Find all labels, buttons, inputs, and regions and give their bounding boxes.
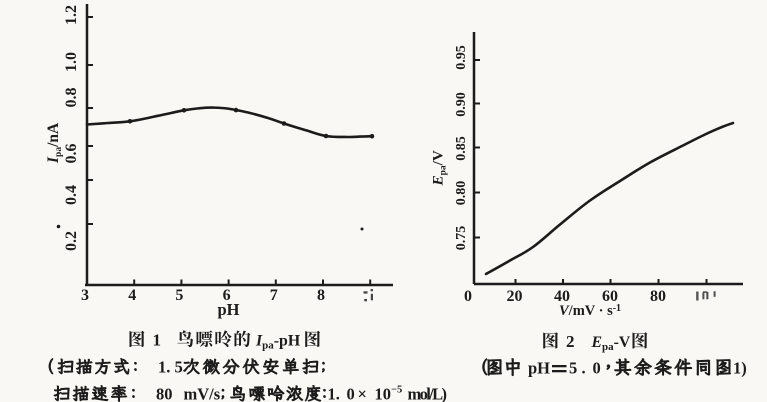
svg-text:0: 0 — [347, 385, 355, 402]
svg-text:2: 2 — [566, 332, 575, 351]
svg-text:5: 5 — [569, 359, 577, 378]
svg-text:80: 80 — [156, 385, 173, 402]
svg-text:1): 1) — [733, 359, 747, 378]
svg-text:Epa/V: Epa/V — [430, 150, 449, 186]
svg-text:40: 40 — [554, 288, 570, 305]
svg-text:1.: 1. — [328, 385, 340, 402]
svg-text:0.4: 0.4 — [63, 185, 80, 205]
svg-text:5: 5 — [175, 287, 183, 304]
svg-text:1.2: 1.2 — [63, 5, 80, 25]
svg-text:pH: pH — [217, 300, 239, 319]
svg-text:0.75: 0.75 — [454, 226, 469, 251]
svg-text:8: 8 — [317, 287, 325, 304]
svg-text:0.85: 0.85 — [454, 136, 469, 161]
svg-text:Epa-V: Epa-V — [591, 334, 631, 353]
svg-text:1. 5: 1. 5 — [158, 358, 183, 377]
svg-text:Ipa-pH: Ipa-pH — [255, 333, 301, 352]
svg-text:0.95: 0.95 — [454, 45, 469, 70]
svg-text:80: 80 — [650, 288, 666, 305]
svg-text:×: × — [358, 385, 367, 402]
svg-text:20: 20 — [507, 288, 523, 305]
svg-text:0: 0 — [464, 288, 472, 305]
svg-text:pH: pH — [528, 359, 550, 378]
svg-text:10: 10 — [375, 385, 392, 402]
svg-text:3: 3 — [81, 287, 89, 304]
svg-text:mV/s: mV/s — [184, 385, 221, 402]
svg-text:mol/L): mol/L) — [408, 385, 448, 402]
svg-text:0.80: 0.80 — [454, 181, 469, 206]
svg-text:4: 4 — [128, 287, 136, 304]
svg-text:.: . — [582, 359, 586, 378]
svg-text:Ipa/nA: Ipa/nA — [45, 122, 64, 164]
svg-text:0.2: 0.2 — [63, 231, 80, 251]
svg-text:0.6: 0.6 — [63, 144, 80, 164]
svg-text:6: 6 — [223, 287, 231, 304]
svg-text:0.90: 0.90 — [454, 92, 469, 117]
svg-text:60: 60 — [602, 288, 618, 305]
svg-text:1: 1 — [153, 331, 162, 350]
svg-text:1.0: 1.0 — [63, 52, 80, 72]
svg-text:0.8: 0.8 — [63, 88, 80, 108]
svg-text:−5: −5 — [391, 385, 402, 396]
svg-text:7: 7 — [270, 287, 278, 304]
svg-text:V/mV · s-1: V/mV · s-1 — [559, 303, 621, 319]
svg-text:0: 0 — [593, 359, 601, 378]
